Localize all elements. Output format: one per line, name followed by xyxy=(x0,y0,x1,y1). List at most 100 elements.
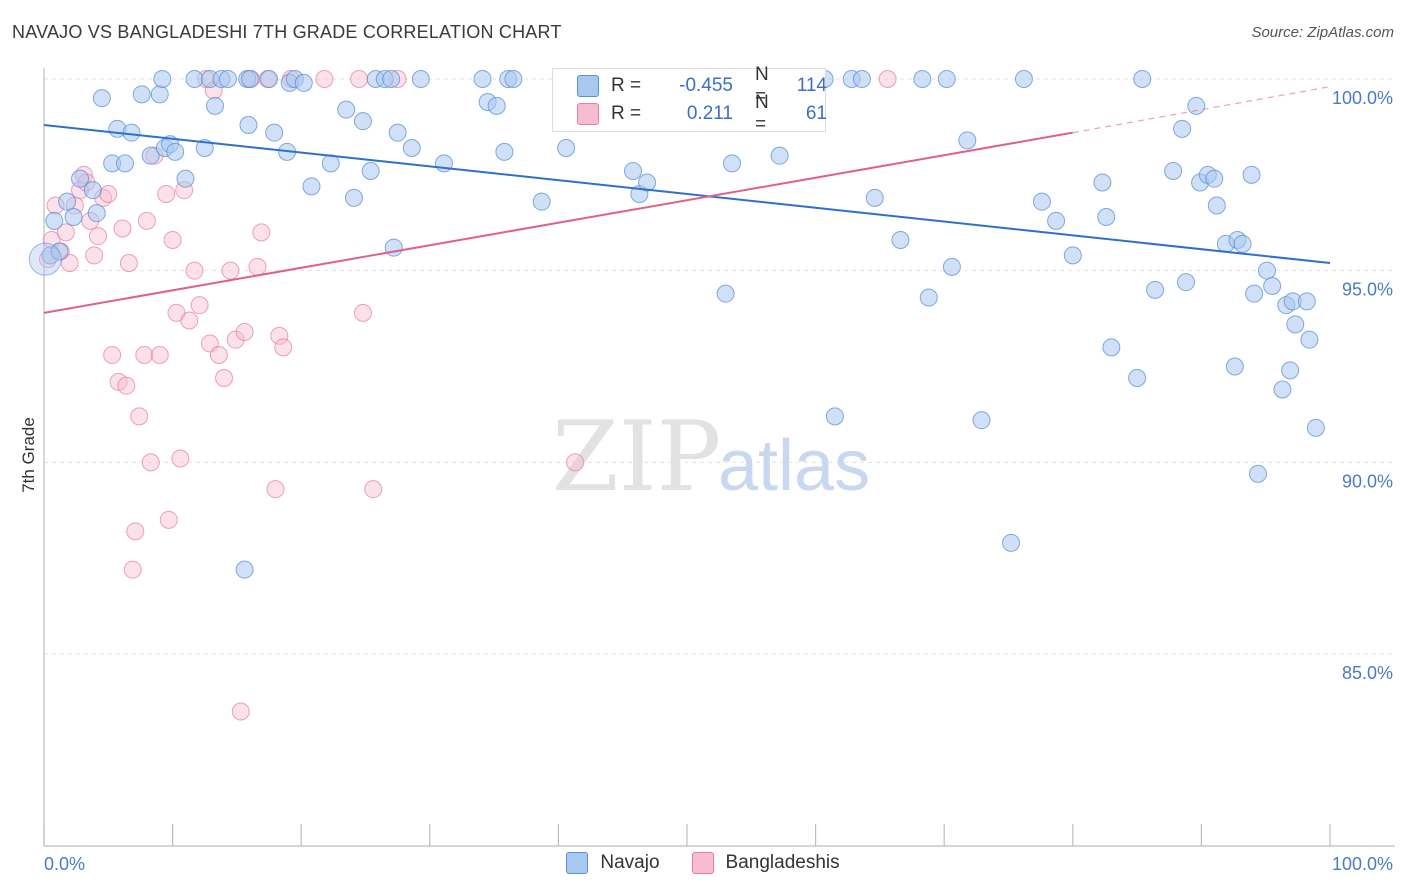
bangladeshi-point xyxy=(235,323,254,341)
bangladeshi-point xyxy=(878,70,897,88)
y-tick-label: 100.0% xyxy=(1332,88,1393,108)
navajo-point xyxy=(71,169,90,188)
navajo-point xyxy=(166,142,185,161)
navajo-point xyxy=(638,173,657,192)
navajo-point xyxy=(972,411,991,430)
navajo-point xyxy=(240,70,259,88)
bangladeshi-point xyxy=(137,211,156,230)
bangladeshi-point xyxy=(248,257,267,276)
navajo-point xyxy=(83,181,102,200)
navajo-point xyxy=(141,146,160,165)
navajo-point xyxy=(1102,338,1121,357)
bangladeshi-point xyxy=(141,453,160,472)
navajo-point xyxy=(58,192,77,211)
navajo-n-label: N = xyxy=(755,64,769,107)
navajo-point xyxy=(1164,162,1183,180)
navajo-point xyxy=(337,100,356,119)
legend-row-bangladeshi: R = 0.211 N = 61 xyxy=(577,92,827,135)
source-label: Source: ZipAtlas.com xyxy=(1251,24,1394,41)
bangladeshi-r-label: R = xyxy=(611,103,642,124)
navajo-n-value: 114 xyxy=(796,75,827,96)
navajo-point xyxy=(473,70,492,88)
navajo-point xyxy=(1133,70,1152,88)
chart-title: NAVAJO VS BANGLADESHI 7TH GRADE CORRELAT… xyxy=(12,22,562,42)
navajo-point xyxy=(532,192,551,211)
navajo-point xyxy=(185,70,204,88)
bangladeshi-point xyxy=(89,227,108,246)
navajo-point xyxy=(1205,169,1224,188)
watermark-atlas: atlas xyxy=(718,426,870,506)
navajo-r-value: -0.455 xyxy=(679,75,733,96)
bangladeshi-point xyxy=(117,376,136,395)
navajo-point xyxy=(195,139,214,157)
navajo-point xyxy=(1306,418,1325,437)
navajo-point xyxy=(1263,277,1282,295)
bangladeshi-point xyxy=(150,346,169,364)
navajo-point xyxy=(122,123,141,142)
bangladeshi-point xyxy=(171,449,190,468)
legend-item-navajo[interactable]: Navajo xyxy=(566,852,660,874)
bangladeshi-point xyxy=(130,407,149,426)
navajo-point xyxy=(265,123,284,142)
bangladeshi-trend-line xyxy=(43,131,1073,314)
navajo-point xyxy=(1257,261,1276,280)
bangladeshi-point xyxy=(364,480,383,499)
navajo-point xyxy=(1286,315,1305,334)
bangladeshi-point xyxy=(315,70,334,88)
navajo-point xyxy=(1233,234,1252,253)
navajo-point xyxy=(294,73,313,92)
bangladeshi-point xyxy=(252,223,271,242)
bangladeshi-point xyxy=(274,338,293,357)
navajo-point xyxy=(206,96,225,115)
navajo-point xyxy=(1032,192,1051,211)
bangladeshi-point xyxy=(226,330,245,349)
navajo-point xyxy=(1281,361,1300,380)
navajo-point xyxy=(716,284,735,303)
navajo-point xyxy=(1097,208,1116,226)
navajo-point xyxy=(1093,173,1112,192)
bangladeshi-point xyxy=(215,369,234,387)
navajo-r-label: R = xyxy=(611,75,642,96)
navajo-point xyxy=(487,96,506,115)
navajo-point xyxy=(557,139,576,157)
navajo-legend-label: Navajo xyxy=(600,852,660,873)
bangladeshi-point xyxy=(135,346,154,364)
navajo-point xyxy=(1297,292,1316,311)
navajo-point xyxy=(1207,196,1226,215)
navajo-point xyxy=(353,112,372,131)
navajo-point xyxy=(132,85,151,104)
x-tick-label: 0.0% xyxy=(44,854,85,874)
navajo-point xyxy=(495,142,514,161)
bangladeshi-point xyxy=(350,70,369,88)
bangladeshi-r-value: 0.211 xyxy=(686,103,733,124)
bangladeshi-legend-swatch xyxy=(691,852,714,874)
legend-item-bangladeshis[interactable]: Bangladeshis xyxy=(691,852,840,874)
bangladeshi-point xyxy=(119,254,138,272)
navajo-point xyxy=(150,85,169,104)
navajo-swatch xyxy=(577,75,599,97)
y-axis-title: 7th Grade xyxy=(19,417,38,493)
bangladeshi-points xyxy=(38,70,897,721)
navajo-point xyxy=(1245,284,1264,303)
bangladeshi-point xyxy=(566,453,585,472)
navajo-point xyxy=(1063,246,1082,265)
navajo-point xyxy=(64,208,83,226)
bangladeshi-point xyxy=(266,480,285,499)
y-tick-label: 95.0% xyxy=(1342,280,1393,300)
navajo-point xyxy=(176,169,195,188)
navajo-point xyxy=(1187,96,1206,115)
y-tick-label: 85.0% xyxy=(1342,663,1393,683)
navajo-cluster-point xyxy=(28,242,62,276)
navajo-point xyxy=(302,177,321,196)
bangladeshi-point xyxy=(123,560,142,579)
navajo-point xyxy=(388,123,407,142)
bangladeshi-point xyxy=(113,219,132,238)
navajo-point xyxy=(1300,330,1319,349)
navajo-point xyxy=(235,560,254,579)
bangladeshi-point xyxy=(99,185,118,203)
navajo-point xyxy=(153,70,172,88)
navajo-point xyxy=(1047,211,1066,230)
bangladeshi-n-label: N = xyxy=(755,92,769,135)
bangladeshi-point xyxy=(126,522,145,541)
bangladeshi-point xyxy=(157,185,176,203)
